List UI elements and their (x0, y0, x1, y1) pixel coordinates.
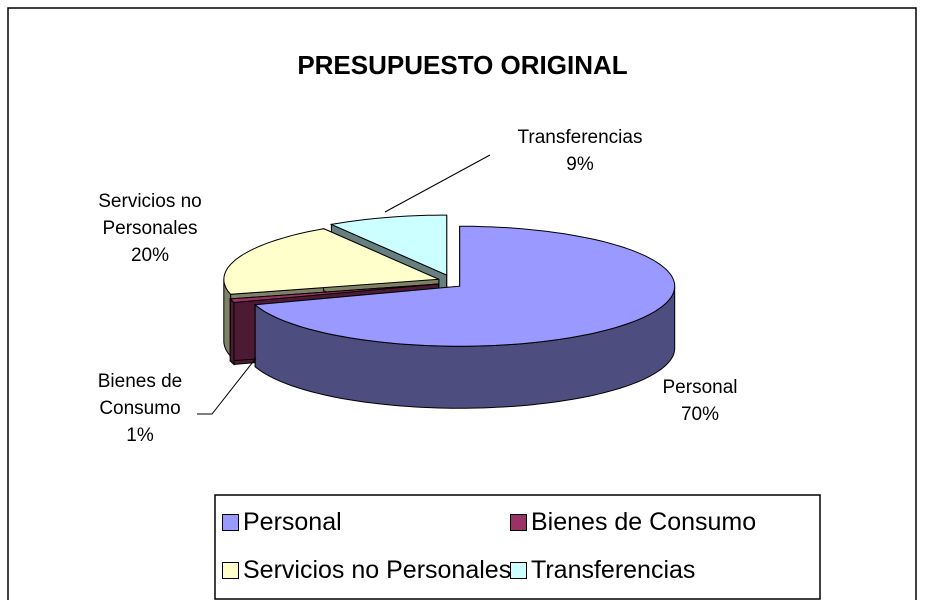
data-label-category: Transferencias (517, 127, 643, 148)
slice-wall (229, 297, 235, 366)
data-label: Personal 70% (640, 374, 760, 428)
pie-slice (229, 283, 439, 304)
leader-line (197, 357, 257, 415)
legend-item: Bienes de Consumo (510, 505, 756, 539)
pie-slice (253, 225, 676, 347)
legend-label: Servicios no Personales (243, 555, 512, 584)
legend-label: Transferencias (531, 555, 696, 584)
chart-title: PRESUPUESTO ORIGINAL (297, 50, 628, 80)
legend-item: Personal (222, 505, 342, 539)
data-label: Servicios no Personales 20% (70, 188, 230, 269)
legend-label: Bienes de Consumo (531, 507, 757, 536)
legend-swatch (510, 561, 527, 579)
data-label-category: Bienes de Consumo (97, 371, 183, 419)
legend-swatch (222, 513, 239, 531)
data-label-value: 70% (680, 404, 720, 425)
legend-label: Personal (243, 507, 342, 536)
legend-swatch (222, 561, 239, 579)
leader-line (384, 154, 491, 213)
legend-item: Transferencias (510, 553, 695, 587)
data-label: Bienes de Consumo 1% (85, 368, 195, 449)
pie-slice (223, 228, 440, 295)
legend-item: Servicios no Personales (222, 553, 511, 587)
data-label-category: Servicios no Personales (98, 191, 202, 239)
data-label-category: Personal (662, 377, 738, 398)
pie-slice (329, 214, 448, 276)
data-label-value: 20% (130, 245, 170, 266)
legend-box (214, 494, 821, 600)
data-label-value: 1% (126, 425, 154, 446)
data-label: Transferencias 9% (480, 124, 680, 178)
data-label-value: 9% (566, 154, 594, 175)
legend-swatch (510, 513, 527, 531)
